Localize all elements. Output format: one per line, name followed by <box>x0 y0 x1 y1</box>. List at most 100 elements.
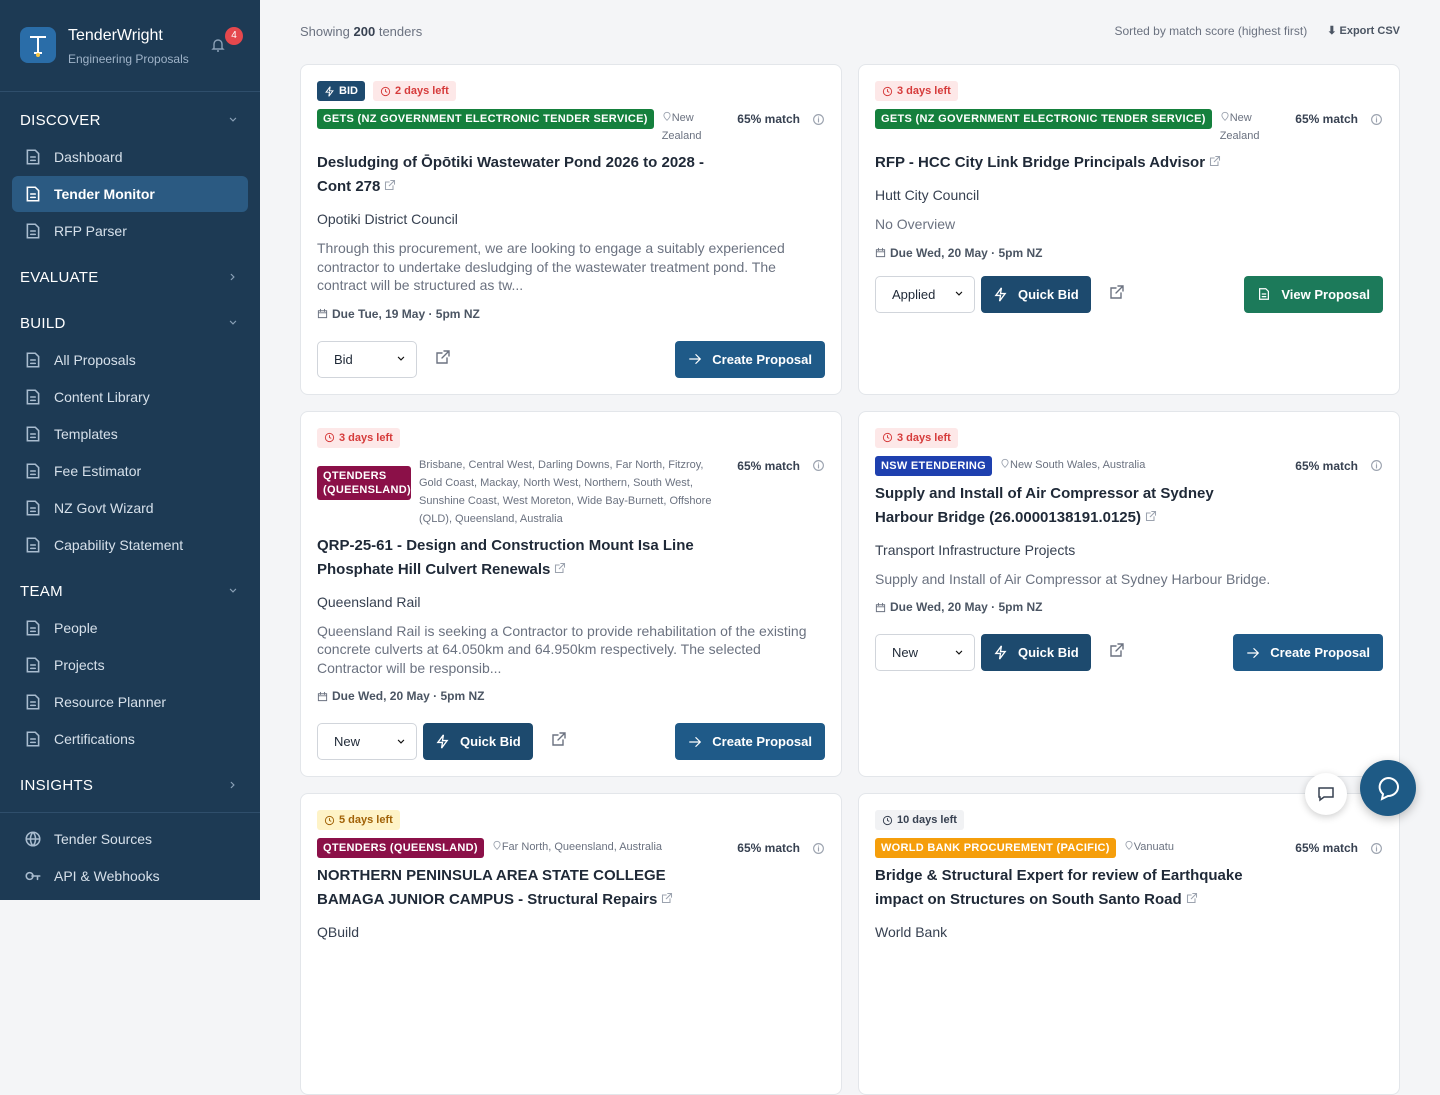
open-link[interactable] <box>1109 642 1125 663</box>
action-text: View Proposal <box>1281 286 1370 302</box>
tender-title[interactable]: Desludging of Ōpōtiki Wastewater Pond 20… <box>317 151 712 199</box>
icon <box>226 778 240 792</box>
quick-bid[interactable]: Quick Bid <box>423 723 533 760</box>
icon <box>882 432 893 443</box>
nav-label: Tender Sources <box>54 831 153 847</box>
status-select[interactable]: Bid <box>317 340 417 378</box>
nav-item[interactable]: Certifications <box>12 721 248 757</box>
open-link[interactable] <box>1109 284 1125 305</box>
tender-title[interactable]: RFP - HCC City Link Bridge Principals Ad… <box>875 151 1270 175</box>
icon <box>24 462 42 480</box>
nav-label: Capability Statement <box>54 537 184 553</box>
meta-row: GETS (NZ GOVERNMENT ELECTRONIC TENDER SE… <box>875 109 1383 145</box>
status-text: Bid <box>334 351 353 367</box>
action-button[interactable]: Create Proposal <box>675 723 825 760</box>
nav-section[interactable]: EVALUATE <box>0 259 260 295</box>
nav-item[interactable]: Templates <box>12 416 248 452</box>
deadline: 5 days left <box>317 810 400 830</box>
due-text: Due Wed, 20 May · 5pm NZ <box>332 689 485 703</box>
meta-left: WORLD BANK PROCUREMENT (PACIFIC) Vanuatu <box>875 838 1174 858</box>
title-text: Desludging of Ōpōtiki Wastewater Pond 20… <box>317 154 705 195</box>
icon <box>226 584 240 598</box>
location-text: Brisbane, Central West, Darling Downs, F… <box>419 458 712 525</box>
chat-button[interactable] <box>1305 773 1347 815</box>
export-button[interactable]: ⬇ Export CSV <box>1327 25 1400 37</box>
nav-item[interactable]: Fee Estimator <box>12 453 248 489</box>
match: 65% match <box>737 456 825 473</box>
app-subtitle: Engineering Proposals <box>68 52 189 66</box>
assistant-button[interactable] <box>1360 760 1416 816</box>
description: Through this procurement, we are looking… <box>317 240 785 293</box>
icon <box>317 691 328 702</box>
nav-section[interactable]: TEAM <box>0 573 260 609</box>
icon <box>554 562 566 574</box>
nav-label: Templates <box>54 426 118 442</box>
tender-title[interactable]: Bridge & Structural Expert for review of… <box>875 864 1270 912</box>
nav-item[interactable]: All Proposals <box>12 342 248 378</box>
nav-label: Tender Monitor <box>54 186 155 202</box>
nav-section[interactable]: BUILD <box>0 305 260 341</box>
nav-item[interactable]: Capability Statement <box>12 527 248 563</box>
tender-card: 5 days left QTENDERS (QUEENSLAND) Far Nort… <box>300 793 842 1095</box>
source-badge: QTENDERS (QUEENSLAND) <box>317 838 484 858</box>
due-text: Due Tue, 19 May · 5pm NZ <box>332 306 480 321</box>
nav-item[interactable]: People <box>12 610 248 646</box>
nav-label: Content Library <box>54 389 150 405</box>
tags: 3 days left <box>317 427 825 448</box>
icon <box>875 247 886 258</box>
meta-row: NSW ETENDERING New South Wales, Australia… <box>875 455 1383 476</box>
nav-item[interactable]: RFP Parser <box>12 213 248 249</box>
status-select[interactable]: New <box>317 723 417 760</box>
icon <box>952 287 966 301</box>
nav-item[interactable]: Resource Planner <box>12 684 248 720</box>
nav-item[interactable]: Tender Monitor <box>12 176 248 212</box>
nav-label: People <box>54 620 98 636</box>
location-text: New Zealand <box>661 112 702 142</box>
open-link[interactable] <box>435 349 451 370</box>
icon <box>1370 842 1383 855</box>
toolbar-right: Sorted by match score (highest first) ⬇ E… <box>1114 24 1400 39</box>
icon <box>24 499 42 517</box>
tender-title[interactable]: Supply and Install of Air Compressor at … <box>875 482 1270 530</box>
tender-title[interactable]: QRP-25-61 - Design and Construction Moun… <box>317 534 712 582</box>
actions: Applied Quick Bid View Proposal <box>875 275 1383 313</box>
title-text: NORTHERN PENINSULA AREA STATE COLLEGE BA… <box>317 867 666 908</box>
due-date: Due Wed, 20 May · 5pm NZ <box>875 600 1383 614</box>
nav: DISCOVER Dashboard Tender Monitor RFP Parse… <box>0 102 260 803</box>
icon <box>1257 287 1271 301</box>
tender-title[interactable]: NORTHERN PENINSULA AREA STATE COLLEGE BA… <box>317 864 712 912</box>
nav-label: Certifications <box>54 731 135 747</box>
icon <box>24 185 42 203</box>
action-button[interactable]: Create Proposal <box>675 340 825 378</box>
deadline: 2 days left <box>372 81 456 101</box>
quick-bid[interactable]: Quick Bid <box>981 634 1091 671</box>
nav-item[interactable]: Tender Sources <box>12 821 248 857</box>
nav-item[interactable]: Content Library <box>12 379 248 415</box>
match-text: 65% match <box>1295 841 1358 855</box>
meta-left: GETS (NZ GOVERNMENT ELECTRONIC TENDER SE… <box>317 109 721 145</box>
open-link[interactable] <box>551 731 567 752</box>
nav-item[interactable]: Dashboard <box>12 139 248 175</box>
deadline: 3 days left <box>317 427 400 448</box>
icon <box>1370 459 1383 472</box>
icon <box>24 222 42 240</box>
icon <box>688 352 702 366</box>
status-select[interactable]: New <box>875 634 975 671</box>
source-badge: GETS (NZ GOVERNMENT ELECTRONIC TENDER SE… <box>317 109 654 129</box>
status-select[interactable]: Applied <box>875 275 975 313</box>
tag-text: BID <box>339 85 358 97</box>
nav-item[interactable]: NZ Govt Wizard <box>12 490 248 526</box>
location-text: Far North, Queensland, Australia <box>501 841 663 853</box>
icon <box>1370 113 1383 126</box>
quick-bid[interactable]: Quick Bid <box>981 275 1091 313</box>
bell-icon[interactable] <box>210 37 226 53</box>
match: 65% match <box>1295 109 1383 126</box>
action-button[interactable]: Create Proposal <box>1233 634 1383 671</box>
action-button[interactable]: View Proposal <box>1244 275 1383 313</box>
icon <box>226 316 240 330</box>
nav-item[interactable]: Projects <box>12 647 248 683</box>
nav-section[interactable]: INSIGHTS <box>0 767 260 803</box>
nav-item[interactable]: API & Webhooks <box>12 858 248 894</box>
nav-section[interactable]: DISCOVER <box>0 102 260 138</box>
tender-card: 10 days left WORLD BANK PROCUREMENT (PACI… <box>858 793 1400 1095</box>
